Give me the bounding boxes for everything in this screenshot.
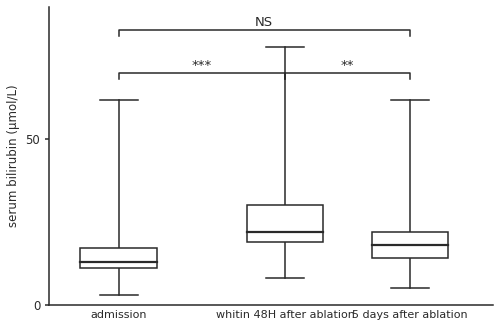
Text: **: ** xyxy=(340,59,354,72)
Bar xyxy=(372,232,448,258)
Y-axis label: serum bilirubin (μmol/L): serum bilirubin (μmol/L) xyxy=(7,84,20,227)
Text: ***: *** xyxy=(192,59,212,72)
Bar xyxy=(80,248,157,268)
Bar xyxy=(247,205,323,242)
Text: NS: NS xyxy=(255,16,274,29)
